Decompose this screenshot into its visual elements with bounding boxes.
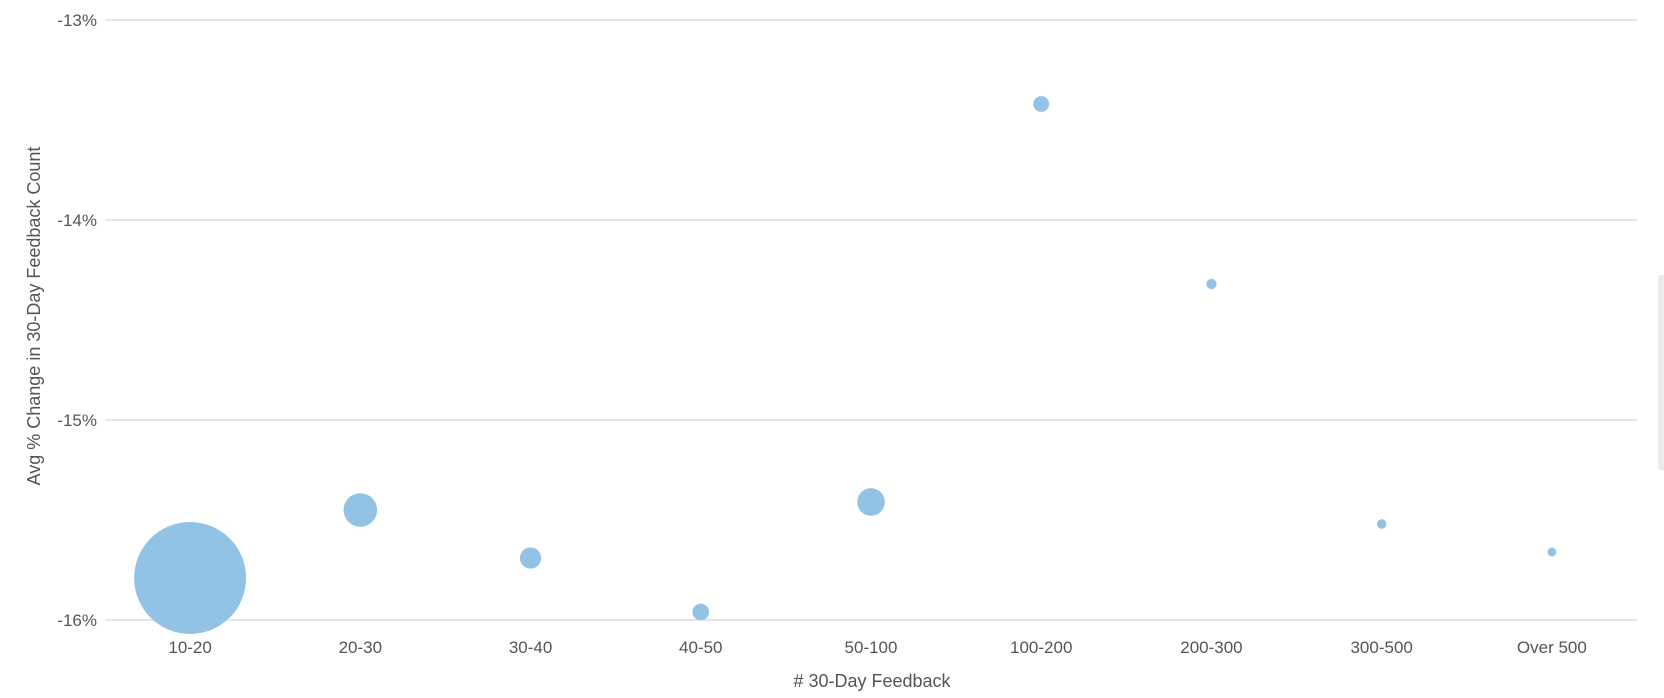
bubble-point[interactable] [343, 493, 378, 527]
x-tick-label: 100-200 [1010, 638, 1072, 657]
x-axis-ticks: 10-20 20-30 30-40 40-50 50-100 100-200 200-300… [168, 638, 1586, 657]
scrollbar-handle[interactable] [1658, 275, 1664, 470]
x-tick-label: 200-300 [1180, 638, 1242, 657]
y-axis-ticks: -13% -14% -15% -16% [57, 11, 97, 630]
bubble-point[interactable] [1033, 96, 1050, 112]
x-tick-label: 20-30 [339, 638, 382, 657]
y-tick-label: -13% [57, 11, 97, 30]
bubble-point[interactable] [1206, 278, 1217, 290]
x-tick-label: Over 500 [1517, 638, 1587, 657]
x-tick-label: 10-20 [168, 638, 211, 657]
x-tick-label: 50-100 [845, 638, 898, 657]
bubble-point[interactable] [692, 603, 710, 621]
bubble-point[interactable] [519, 547, 542, 569]
bubble-point[interactable] [1547, 547, 1557, 557]
y-axis-title: Avg % Change in 30-Day Feedback Count [24, 147, 44, 486]
y-tick-label: -15% [57, 411, 97, 430]
bubbles [134, 96, 1557, 634]
bubble-point[interactable] [1376, 519, 1387, 529]
x-axis-title: # 30-Day Feedback [793, 671, 951, 691]
y-tick-label: -14% [57, 211, 97, 230]
x-tick-label: 30-40 [509, 638, 552, 657]
grid-lines [105, 19, 1637, 621]
bubble-point[interactable] [857, 488, 885, 516]
x-tick-label: 300-500 [1350, 638, 1412, 657]
y-tick-label: -16% [57, 611, 97, 630]
bubble-point[interactable] [134, 522, 247, 634]
x-tick-label: 40-50 [679, 638, 722, 657]
